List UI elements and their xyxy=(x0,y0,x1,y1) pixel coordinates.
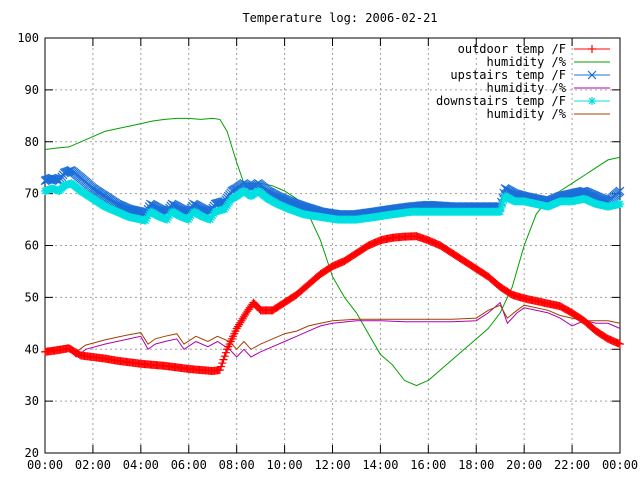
y-tick-label: 50 xyxy=(25,290,39,304)
legend-item: humidity /% xyxy=(487,55,610,69)
y-tick-label: 100 xyxy=(17,31,39,45)
data-point xyxy=(215,366,224,374)
series-1 xyxy=(41,232,624,376)
data-point xyxy=(615,186,625,196)
data-point xyxy=(497,203,506,212)
data-point xyxy=(142,214,151,223)
grid xyxy=(45,38,620,453)
x-tick-label: 16:00 xyxy=(410,458,446,472)
data-point xyxy=(616,340,624,349)
legend-item: outdoor temp /F xyxy=(458,42,610,56)
series-6 xyxy=(44,304,621,353)
legend-label: humidity /% xyxy=(487,107,567,121)
data-point xyxy=(218,359,227,368)
data-point xyxy=(616,200,624,208)
legend-item: downstairs temp /F xyxy=(436,94,610,108)
legend-item: upstairs temp /F xyxy=(450,68,610,82)
x-tick-label: 22:00 xyxy=(554,458,590,472)
y-tick-label: 20 xyxy=(25,446,39,460)
x-tick-label: 18:00 xyxy=(458,458,494,472)
x-tick-label: 08:00 xyxy=(219,458,255,472)
data-point xyxy=(221,348,230,357)
data-point xyxy=(144,212,153,221)
x-tick-label: 02:00 xyxy=(75,458,111,472)
legend-label: humidity /% xyxy=(487,55,567,69)
y-tick-label: 90 xyxy=(25,83,39,97)
data-point xyxy=(132,206,142,216)
data-point xyxy=(217,362,226,371)
legend-item: humidity /% xyxy=(487,81,610,95)
y-tick-label: 70 xyxy=(25,187,39,201)
x-tick-label: 12:00 xyxy=(314,458,350,472)
x-tick-label: 04:00 xyxy=(123,458,159,472)
series-4 xyxy=(44,301,621,358)
x-tick-label: 20:00 xyxy=(506,458,542,472)
y-tick-label: 80 xyxy=(25,135,39,149)
x-tick-label: 00:00 xyxy=(602,458,638,472)
series-line xyxy=(44,301,621,358)
legend-label: humidity /% xyxy=(487,81,567,95)
legend-label: downstairs temp /F xyxy=(436,94,566,108)
y-tick-label: 30 xyxy=(25,394,39,408)
x-tick-label: 00:00 xyxy=(27,458,63,472)
data-point xyxy=(498,200,507,208)
x-tick-label: 10:00 xyxy=(267,458,303,472)
data-point xyxy=(588,45,596,53)
series-2 xyxy=(44,117,621,387)
x-tick-label: 14:00 xyxy=(362,458,398,472)
x-tick-label: 06:00 xyxy=(171,458,207,472)
data-point xyxy=(141,216,150,225)
data-point xyxy=(496,207,505,216)
series-5 xyxy=(41,179,624,225)
series-group xyxy=(40,117,625,387)
data-point xyxy=(587,70,597,80)
data-point xyxy=(588,97,596,105)
data-point xyxy=(219,355,228,364)
series-line xyxy=(44,117,621,387)
legend-item: humidity /% xyxy=(487,107,610,121)
y-tick-label: 40 xyxy=(25,342,39,356)
legend-label: upstairs temp /F xyxy=(450,68,566,82)
chart-title: Temperature log: 2006-02-21 xyxy=(242,11,437,25)
y-tick-label: 60 xyxy=(25,239,39,253)
axis-ticks: 00:00 02:00 04:00 06:00 08:00 10:00 12:00 14:00… xyxy=(17,31,638,472)
data-point xyxy=(220,352,229,361)
series-line xyxy=(44,304,621,353)
legend-label: outdoor temp /F xyxy=(458,42,566,56)
